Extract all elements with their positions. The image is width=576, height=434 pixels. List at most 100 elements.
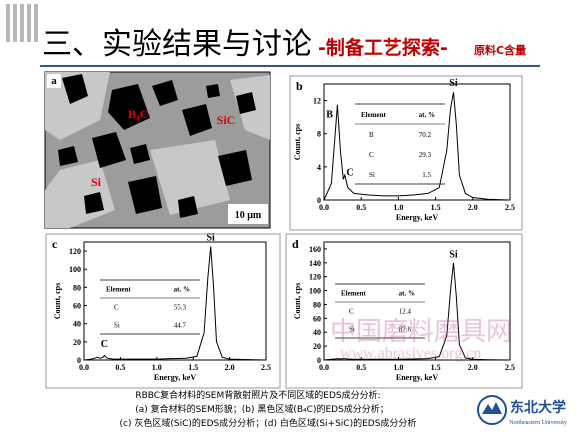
university-logo: 东北大学 Northeastern University xyxy=(477,395,567,426)
y-tick-label: 4 xyxy=(317,163,321,172)
y-tick-label: 80 xyxy=(73,283,81,292)
peak-label: B xyxy=(326,109,333,120)
x-tick-label: 0.0 xyxy=(79,363,89,372)
watermark-name: 中国磨料磨具网 xyxy=(330,317,512,347)
x-tick-label: 0.5 xyxy=(356,203,366,212)
x-tick-label: 1.0 xyxy=(393,203,403,212)
x-tick-label: 1.0 xyxy=(393,363,403,372)
y-tick-label: 8 xyxy=(317,130,321,139)
plot-frame xyxy=(323,241,511,361)
table-header: at. % xyxy=(399,290,415,298)
y-tick-label: 120 xyxy=(309,273,321,282)
table-cell: 29.3 xyxy=(419,151,432,159)
y-tick-label: 40 xyxy=(73,320,81,329)
panel-letter: d xyxy=(292,237,299,251)
table-cell: B xyxy=(369,131,374,139)
x-tick-label: 0.0 xyxy=(319,203,329,212)
y-tick-label: 20 xyxy=(313,342,321,351)
peak-label: C xyxy=(346,167,353,178)
table-cell: 87.6 xyxy=(399,326,412,334)
peak-label: Si xyxy=(449,249,458,260)
x-axis-label: Energy, keV xyxy=(154,373,196,382)
x-axis-label: Energy, keV xyxy=(396,373,438,382)
spectrum-line xyxy=(323,92,511,201)
y-tick-label: 80 xyxy=(313,300,321,309)
y-tick-label: 120 xyxy=(69,247,81,256)
x-tick-label: 2.0 xyxy=(468,203,478,212)
phase-label: Si xyxy=(91,175,102,189)
sem-image: a B₄C SiC Si 10 μm xyxy=(44,71,271,229)
peak-label: C xyxy=(101,339,108,350)
x-axis-label: Energy, keV xyxy=(396,213,438,222)
y-tick-label: 0 xyxy=(317,356,321,365)
table-cell: Si xyxy=(369,171,375,179)
x-tick-label: 2.0 xyxy=(225,363,235,372)
caption-line: (a) 复合材料的SEM形貌；(b) 黑色区域(B₄C)的EDS成分分析； xyxy=(135,403,389,415)
table-cell: 70.2 xyxy=(419,131,432,139)
x-tick-label: 0.0 xyxy=(319,363,329,372)
spectrum-line xyxy=(83,246,267,361)
y-tick-label: 0 xyxy=(317,196,321,205)
x-tick-label: 2.5 xyxy=(505,363,515,372)
y-tick-label: 40 xyxy=(313,328,321,337)
y-tick-label: 140 xyxy=(309,259,321,268)
spectrum-chart: c 0 20 40 60 80 100 120 0.0 0.5 1.0 1.5 2.0 2.5 Energy… xyxy=(45,233,281,389)
spectrum-chart: b 0 4 8 12 0.0 0.5 1.0 1.5 2.0 2.5 Energy, keV Count… xyxy=(289,75,523,231)
table-cell: 44.7 xyxy=(174,322,187,330)
table-cell: C xyxy=(369,151,374,159)
y-tick-label: 60 xyxy=(313,314,321,323)
spectrum-chart: d 0 20 40 60 80 100 120 140 160 0.0 0.5 1.0 1.5 2.0 2.5… xyxy=(285,233,523,389)
plot-frame xyxy=(83,241,267,361)
logo-en: Northeastern University xyxy=(509,420,567,426)
phase-label: B₄C xyxy=(128,107,148,121)
y-tick-label: 12 xyxy=(313,97,321,106)
x-tick-label: 1.5 xyxy=(188,363,198,372)
panel-letter: c xyxy=(52,237,58,251)
table-cell: 1.5 xyxy=(422,171,431,179)
x-tick-label: 2.0 xyxy=(468,363,478,372)
y-axis-label: Count, cps xyxy=(293,283,302,319)
plot-frame xyxy=(323,83,511,201)
table-header: at. % xyxy=(419,111,435,119)
phase-label: SiC xyxy=(217,113,236,127)
panel-letter: b xyxy=(296,79,303,93)
y-tick-label: 100 xyxy=(69,265,81,274)
y-tick-label: 60 xyxy=(73,302,81,311)
table-cell: C xyxy=(349,308,354,316)
x-tick-label: 1.5 xyxy=(431,203,441,212)
table-cell: 12.4 xyxy=(399,308,412,316)
x-tick-label: 1.0 xyxy=(152,363,162,372)
corner-decoration xyxy=(6,4,38,42)
y-tick-label: 20 xyxy=(73,338,81,347)
peak-label: Si xyxy=(207,233,216,244)
logo-name: 东北大学 xyxy=(510,399,566,416)
watermark-url: www.abrasives.org.cn xyxy=(340,345,481,362)
y-tick-label: 100 xyxy=(309,287,321,296)
panel-letter: a xyxy=(51,75,57,87)
table-header: Element xyxy=(361,111,387,119)
y-tick-label: 0 xyxy=(77,356,81,365)
slide-subtitle-small: 原料C含量 xyxy=(474,43,526,57)
caption-line: (c) 灰色区域(SiC)的EDS成分分析；(d) 白色区域(Si+SiC)的E… xyxy=(120,417,417,429)
y-axis-label: Count, cps xyxy=(53,283,62,319)
table-cell: Si xyxy=(114,322,120,330)
x-tick-label: 0.5 xyxy=(356,363,366,372)
x-tick-label: 2.5 xyxy=(505,203,515,212)
table-cell: C xyxy=(114,304,119,312)
scale-bar-label: 10 μm xyxy=(235,210,262,221)
x-tick-label: 2.5 xyxy=(261,363,271,372)
panel-frame xyxy=(289,75,523,231)
spectrum-line xyxy=(323,262,511,361)
panel-frame xyxy=(285,233,523,389)
slide-title: 三、实验结果与讨论 xyxy=(42,27,312,62)
peak-label: Si xyxy=(449,78,458,89)
table-cell: 55.3 xyxy=(174,304,187,312)
table-header: Element xyxy=(341,290,367,298)
panel-frame xyxy=(45,233,281,389)
x-tick-label: 0.5 xyxy=(115,363,125,372)
y-tick-label: 160 xyxy=(309,245,321,254)
y-axis-label: Count, cps xyxy=(293,124,302,160)
table-header: at. % xyxy=(174,286,190,294)
